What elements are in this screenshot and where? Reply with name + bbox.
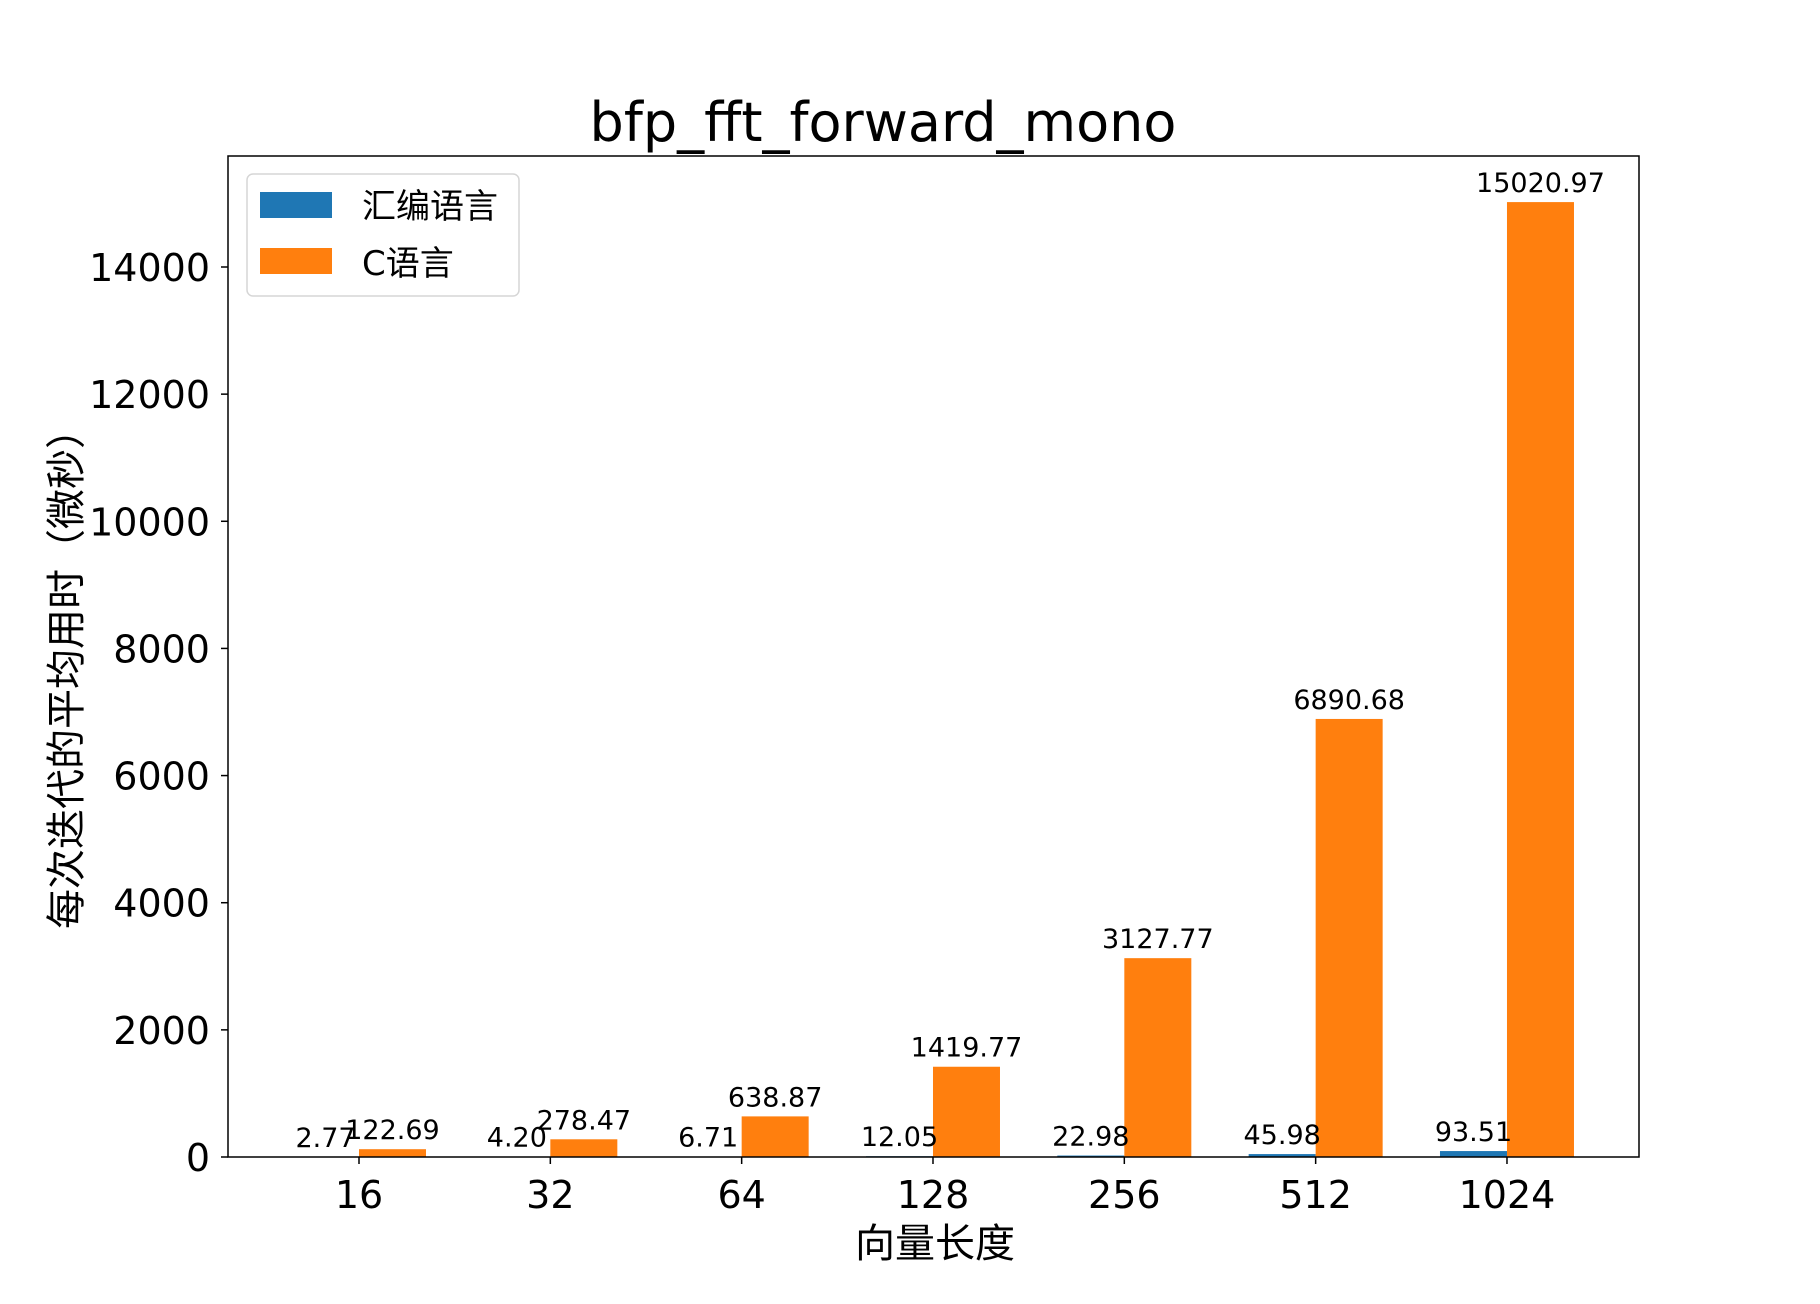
x-tick-label: 64 bbox=[717, 1173, 765, 1217]
bar-c bbox=[932, 1066, 1000, 1157]
bar-value-label: 93.51 bbox=[1435, 1117, 1512, 1148]
y-tick-label: 8000 bbox=[113, 627, 210, 671]
legend-label-assembly: 汇编语言 bbox=[362, 187, 498, 227]
bar-c bbox=[550, 1139, 618, 1157]
bar-c bbox=[359, 1149, 426, 1157]
bar-c bbox=[1124, 958, 1192, 1157]
x-tick-label: 16 bbox=[335, 1173, 383, 1217]
bar-c bbox=[1315, 718, 1383, 1157]
x-tick-label: 512 bbox=[1279, 1173, 1352, 1217]
legend: 汇编语言 C语言 bbox=[246, 173, 520, 297]
x-tick-label: 32 bbox=[526, 1173, 574, 1217]
legend-label-c: C语言 bbox=[362, 244, 454, 284]
axes-frame bbox=[227, 155, 1640, 1158]
bar-value-label: 1419.77 bbox=[911, 1033, 1023, 1064]
y-tick-label: 14000 bbox=[89, 246, 210, 290]
x-tick-label: 256 bbox=[1088, 1173, 1161, 1217]
bar-c bbox=[741, 1116, 809, 1157]
bar-value-label: 15020.97 bbox=[1476, 168, 1605, 199]
x-tick-label: 1024 bbox=[1459, 1173, 1556, 1217]
y-tick-label: 6000 bbox=[113, 755, 210, 799]
bar-value-label: 2.77 bbox=[295, 1123, 355, 1154]
y-axis-label: 每次迭代的平均用时（微秒） bbox=[44, 409, 90, 929]
bar-value-label: 638.87 bbox=[728, 1082, 822, 1113]
legend-swatch-assembly bbox=[260, 192, 332, 218]
bar-assembly bbox=[1248, 1154, 1316, 1157]
bar-value-label: 12.05 bbox=[861, 1122, 938, 1153]
bar-value-label: 4.20 bbox=[487, 1123, 547, 1154]
bar-value-label: 22.98 bbox=[1052, 1122, 1129, 1153]
y-axis-ticks: 0 2000 4000 6000 8000 10000 12000 14000 bbox=[89, 246, 228, 1180]
bar-value-label: 6890.68 bbox=[1293, 685, 1405, 716]
bar-value-label: 6.71 bbox=[678, 1123, 738, 1154]
x-axis-label: 向量长度 bbox=[855, 1221, 1015, 1267]
bars-group bbox=[292, 202, 1574, 1158]
chart-title: bfp_fft_forward_mono bbox=[590, 91, 1177, 154]
bar-value-label: 3127.77 bbox=[1102, 924, 1214, 955]
y-tick-label: 10000 bbox=[89, 500, 210, 544]
legend-swatch-c bbox=[260, 248, 332, 274]
bar-assembly bbox=[1439, 1151, 1507, 1157]
y-tick-label: 4000 bbox=[113, 882, 210, 926]
y-tick-label: 2000 bbox=[113, 1009, 210, 1053]
y-tick-label: 0 bbox=[186, 1136, 210, 1180]
y-tick-label: 12000 bbox=[89, 373, 210, 417]
x-tick-label: 128 bbox=[897, 1173, 970, 1217]
x-axis-ticks: 16 32 64 128 256 512 1024 bbox=[335, 1157, 1556, 1217]
bar-c bbox=[1506, 202, 1574, 1158]
bar-value-label: 278.47 bbox=[537, 1105, 631, 1136]
bar-value-label: 122.69 bbox=[345, 1115, 439, 1146]
bar-value-label: 45.98 bbox=[1244, 1120, 1321, 1151]
